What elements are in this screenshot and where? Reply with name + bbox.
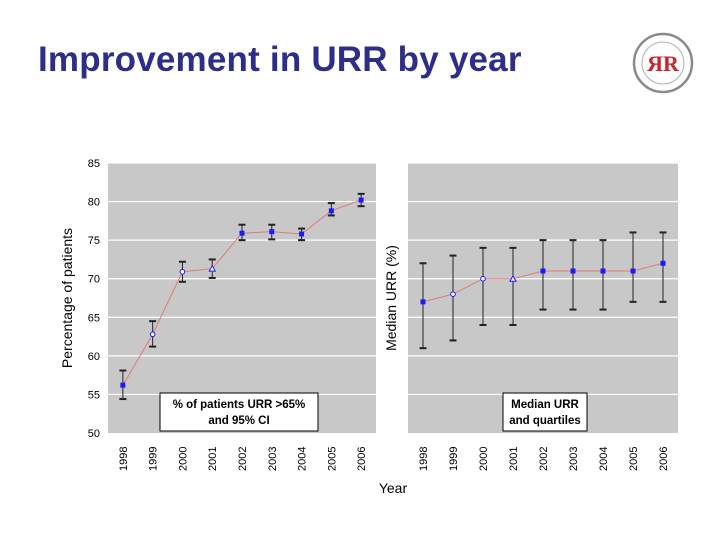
median-data-point: [420, 299, 426, 305]
x-tick-label: 1999: [148, 447, 160, 471]
renal-registry-logo: ЯR: [632, 32, 694, 94]
x-tick-label: 2004: [598, 447, 610, 471]
x-tick-label: 2003: [568, 447, 580, 471]
y-tick-label: 55: [88, 389, 100, 401]
chart-percentage-panel: 50 55 60 65 70 75 80 85 Percentage of patients 19…: [59, 158, 376, 471]
chart-median-panel: Median URR (%) 1998 1999 2000 2001 2002 2003 20…: [383, 162, 678, 471]
y-tick-label: 60: [88, 351, 100, 363]
x-tick-label: 2005: [326, 447, 338, 471]
median-data-point: [630, 268, 636, 274]
x-tick-label: 1998: [418, 447, 430, 471]
pct-data-point: [149, 331, 156, 338]
median-data-point: [480, 275, 486, 282]
median-data-point: [540, 268, 546, 274]
pct-legend-text: % of patients URR >65%: [173, 399, 306, 411]
median-data-point: [450, 291, 456, 297]
x-tick-label: 2006: [356, 447, 368, 471]
median-data-point: [600, 268, 606, 274]
x-tick-label: 2005: [628, 447, 640, 471]
x-tick-label: 1998: [118, 447, 130, 471]
x-tick-label: 2002: [538, 447, 550, 471]
pct-data-point: [269, 229, 275, 235]
x-tick-label: 2000: [177, 447, 189, 471]
x-tick-label: 2004: [297, 447, 309, 471]
median-data-point: [509, 274, 517, 282]
x-tick-label: 2002: [237, 447, 249, 471]
pct-data-point: [208, 264, 217, 272]
x-tick-label: 2000: [478, 447, 490, 471]
x-tick-label: 2001: [508, 447, 520, 471]
x-tick-label: 1999: [448, 447, 460, 471]
logo-mark: ЯR: [647, 51, 680, 76]
median-legend-box: [502, 392, 588, 432]
x-tick-label: 2003: [267, 447, 279, 471]
x-tick-label: 2001: [207, 447, 219, 471]
median-legend-text: and quartiles: [509, 415, 581, 427]
median-y-axis-label: Median URR (%): [383, 245, 399, 351]
pct-legend-box: [159, 392, 319, 432]
x-tick-label: 2006: [658, 447, 670, 471]
y-tick-label: 70: [88, 274, 100, 286]
pct-data-point: [328, 208, 334, 214]
pct-data-point: [358, 197, 364, 203]
pct-data-point: [120, 382, 126, 388]
logo-inner-ring: [641, 41, 685, 85]
pct-legend-text: and 95% CI: [208, 415, 269, 427]
y-tick-label: 65: [88, 312, 100, 324]
pct-data-point: [179, 268, 186, 275]
y-tick-label: 75: [88, 235, 100, 247]
x-axis-label: Year: [379, 480, 408, 496]
y-tick-label: 80: [88, 197, 100, 209]
slide-title: Improvement in URR by year: [38, 40, 522, 79]
pct-data-point: [239, 230, 245, 236]
median-data-point: [570, 268, 576, 274]
pct-data-point: [299, 231, 305, 237]
pct-y-axis-label: Percentage of patients: [59, 228, 75, 368]
y-tick-label: 50: [88, 428, 100, 440]
median-data-point: [660, 260, 666, 266]
median-legend-text: Median URR: [511, 399, 579, 411]
y-tick-label: 85: [88, 158, 100, 170]
